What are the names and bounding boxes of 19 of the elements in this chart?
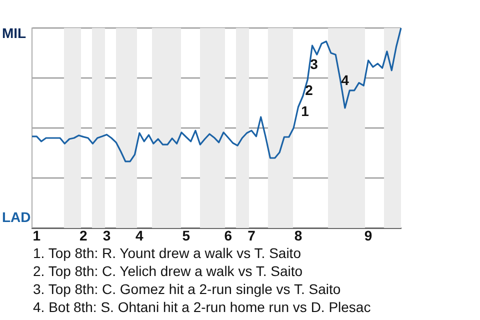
text: MIL [2, 25, 26, 41]
text: 4. Bot 8th: S. Ohtani hit a 2-run home run vs D. Plesac [33, 298, 371, 316]
text: 3. Top 8th: C. Gomez hit a 2-run single vs T. Saito [33, 280, 342, 298]
x-tick-label: 6 [224, 227, 232, 244]
text: LAD [2, 209, 31, 225]
x-tick-label: 2 [79, 227, 88, 244]
text: 2. Top 8th: C. Yelich drew a walk vs T. Saito [33, 262, 304, 280]
x-tick-label: 7 [248, 227, 256, 244]
x-tick-label: 5 [182, 227, 190, 244]
annotation: 3 [310, 56, 318, 72]
annotation: 2 [305, 82, 313, 98]
x-tick-label: 9 [364, 227, 372, 244]
x-tick-label: 1 [32, 227, 41, 244]
x-tick-label: 4 [136, 227, 144, 244]
annotation: 4 [341, 72, 349, 88]
x-tick-label: 8 [294, 227, 302, 244]
x-tick-label: 3 [102, 227, 111, 244]
annotation: 1 [301, 103, 309, 119]
text: 1. Top 8th: R. Yount drew a walk vs T. Saito [33, 244, 302, 262]
